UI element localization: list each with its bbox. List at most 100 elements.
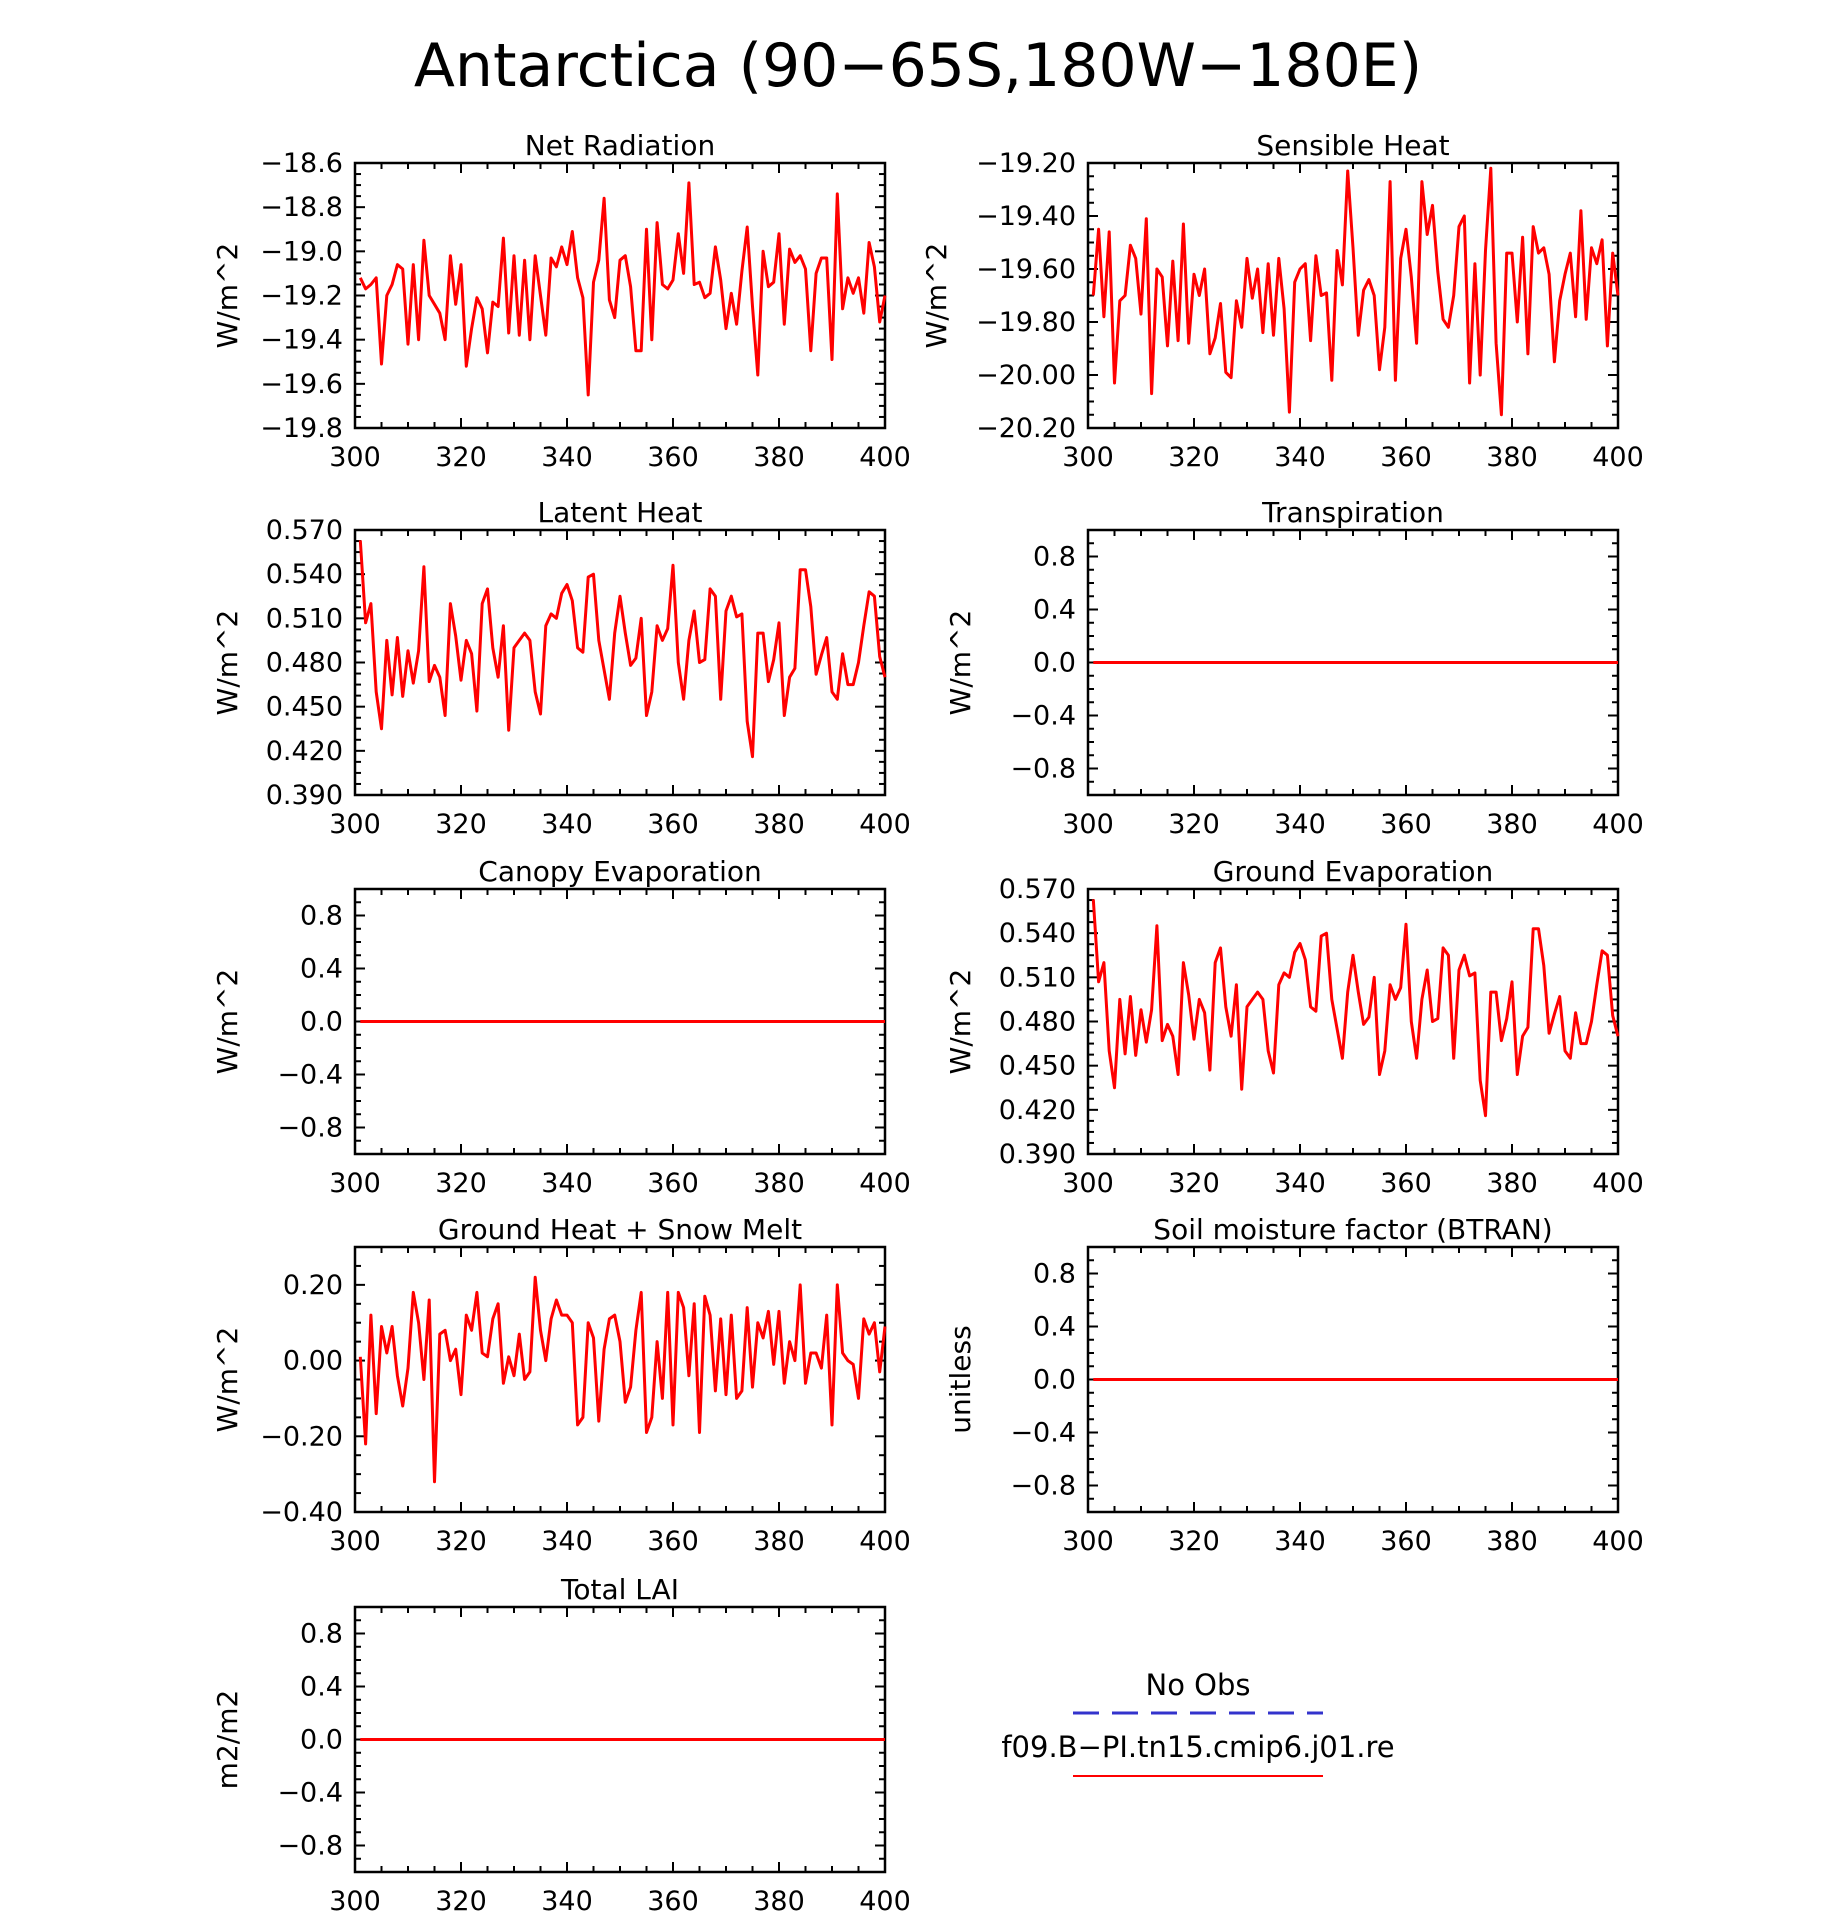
x-tick-label: 380 [753,1168,805,1199]
y-tick-label: 0.0 [1033,1365,1076,1396]
y-tick-label: −19.8 [260,413,343,444]
y-tick-label: −0.8 [1010,1471,1076,1502]
panel-title: Canopy Evaporation [478,855,761,888]
y-tick-label: −19.40 [976,201,1076,232]
y-tick-label: 0.4 [300,954,343,985]
x-tick-label: 400 [859,442,911,473]
x-tick-label: 400 [1592,1526,1644,1557]
panel-1: Net Radiation 300 320 340 360 380 400 −19.8 −19.… [211,129,911,473]
y-tick-label: 0.4 [1033,595,1076,626]
y-tick-label: 0.540 [999,918,1076,949]
x-tick-label: 300 [329,1168,381,1199]
series-line [358,1275,887,1484]
x-tick-label: 300 [1062,1526,1114,1557]
x-tick-label: 320 [1168,1526,1220,1557]
y-axis-label: W/m^2 [211,610,244,716]
x-tick-label: 360 [647,809,699,840]
series-line [1091,166,1620,417]
x-tick-label: 360 [647,1168,699,1199]
plot-frame [353,161,887,430]
x-tick-label: 340 [1274,1526,1326,1557]
panel-2: Sensible Heat 300 320 340 360 380 400 −20.20 −20… [920,129,1644,473]
y-tick-label: −19.4 [260,325,343,356]
x-tick-label: 400 [1592,809,1644,840]
panel-title: Transpiration [1261,496,1444,529]
panel-title: Total LAI [560,1573,679,1606]
x-tick-label: 300 [1062,809,1114,840]
x-tick-label: 380 [753,809,805,840]
x-tick-label: 340 [1274,1168,1326,1199]
x-tick-label: 320 [435,1526,487,1557]
x-tick-label: 380 [753,442,805,473]
y-tick-label: 0.390 [266,780,343,811]
y-tick-label: 0.390 [999,1139,1076,1170]
panel-title: Ground Heat + Snow Melt [438,1213,802,1246]
x-tick-label: 320 [435,1168,487,1199]
panel-title: Latent Heat [537,496,702,529]
x-tick-label: 380 [753,1886,805,1917]
y-tick-label: 0.480 [266,648,343,679]
series-line [358,540,887,759]
legend: No Obs f09.B−PI.tn15.cmip6.j01.re [1001,1668,1395,1777]
panel-title: Net Radiation [525,129,715,162]
y-tick-label: −0.8 [277,1831,343,1862]
panel-9: Total LAI 300 320 340 360 380 400 −0.8 −0.4 0.0 0.… [211,1573,911,1917]
x-tick-label: 300 [329,809,381,840]
y-tick-label: 0.540 [266,559,343,590]
x-tick-label: 340 [541,442,593,473]
x-tick-label: 380 [1486,809,1538,840]
x-tick-label: 300 [1062,1168,1114,1199]
x-tick-label: 320 [435,1886,487,1917]
panel-3: Latent Heat 300 320 340 360 380 400 0.390 0.420 0… [211,496,911,840]
series-line [358,181,887,397]
x-tick-label: 300 [329,442,381,473]
x-tick-label: 320 [1168,1168,1220,1199]
y-tick-label: 0.420 [999,1095,1076,1126]
y-tick-label: −20.20 [976,413,1076,444]
legend-model-label: f09.B−PI.tn15.cmip6.j01.re [1001,1730,1394,1764]
y-tick-label: 0.0 [1033,648,1076,679]
y-tick-label: −19.2 [260,281,343,312]
y-axis-label: W/m^2 [211,243,244,349]
y-tick-label: 0.8 [1033,1259,1076,1290]
y-tick-label: 0.8 [1033,542,1076,573]
x-tick-label: 360 [647,442,699,473]
y-tick-label: −0.8 [277,1113,343,1144]
x-tick-label: 360 [1380,442,1432,473]
panels: Net Radiation 300 320 340 360 380 400 −19.8 −19.… [211,129,1644,1917]
x-tick-label: 300 [329,1526,381,1557]
y-tick-label: −19.80 [976,307,1076,338]
y-tick-label: −0.4 [277,1778,343,1809]
legend-obs-label: No Obs [1146,1668,1251,1702]
y-tick-label: 0.8 [300,1619,343,1650]
y-tick-label: −19.20 [976,148,1076,179]
figure-title: Antarctica (90−65S,180W−180E) [414,31,1422,101]
y-tick-label: 0.510 [266,603,343,634]
panel-7: Ground Heat + Snow Melt 300 320 340 360 380 40… [211,1213,911,1557]
panel-4: Transpiration 300 320 340 360 380 400 −0.8 −0.4 0… [944,496,1644,840]
y-axis-label: unitless [944,1325,977,1433]
y-tick-label: 0.450 [999,1051,1076,1082]
y-tick-label: 0.20 [283,1270,343,1301]
panel-6: Ground Evaporation 300 320 340 360 380 400 0.39… [944,855,1644,1199]
x-tick-label: 400 [859,809,911,840]
y-tick-label: 0.00 [283,1346,343,1377]
series-line [1091,899,1620,1118]
x-tick-label: 340 [541,1168,593,1199]
y-tick-label: 0.480 [999,1007,1076,1038]
y-axis-label: m2/m2 [211,1690,244,1790]
y-tick-label: 0.450 [266,692,343,723]
y-tick-label: 0.4 [1033,1312,1076,1343]
x-tick-label: 380 [1486,1526,1538,1557]
y-tick-label: −0.8 [1010,754,1076,785]
y-tick-label: 0.8 [300,901,343,932]
x-tick-label: 400 [1592,1168,1644,1199]
x-tick-label: 340 [1274,442,1326,473]
x-tick-label: 380 [1486,1168,1538,1199]
y-tick-label: −19.6 [260,369,343,400]
y-tick-label: −19.0 [260,236,343,267]
panel-title: Sensible Heat [1256,129,1449,162]
y-tick-label: 0.4 [300,1672,343,1703]
y-axis-label: W/m^2 [211,969,244,1075]
